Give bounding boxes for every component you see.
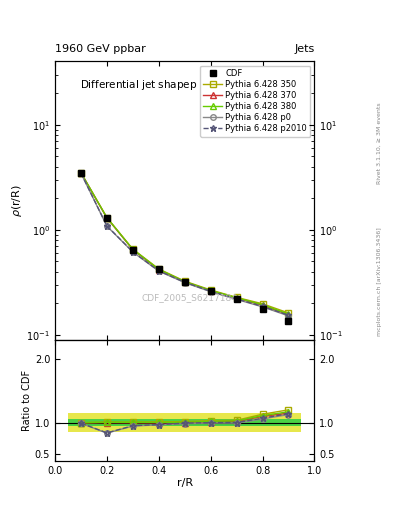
Pythia 6.428 350 [130,246,135,252]
Bar [68,413,94,432]
Pythia 6.428 370 [208,288,213,294]
CDF [105,215,109,221]
Bar [94,413,120,432]
Bar [198,419,224,426]
Pythia 6.428 350 [260,301,265,307]
Pythia 6.428 370 [260,302,265,308]
Pythia 6.428 p0 [260,304,265,310]
Bar [146,413,172,432]
Text: Rivet 3.1.10, ≥ 3M events: Rivet 3.1.10, ≥ 3M events [377,102,382,184]
Text: 1960 GeV ppbar: 1960 GeV ppbar [55,44,146,54]
Pythia 6.428 350 [208,287,213,293]
CDF [286,318,291,324]
Pythia 6.428 350 [79,169,83,176]
Line: Pythia 6.428 350: Pythia 6.428 350 [78,170,291,316]
Pythia 6.428 p0 [182,280,187,286]
Bar [172,419,198,426]
Text: mcplots.cern.ch [arXiv:1306.3436]: mcplots.cern.ch [arXiv:1306.3436] [377,227,382,336]
Text: Differential jet shapep (112 < $p_T$ < 128): Differential jet shapep (112 < $p_T$ < 1… [80,78,290,92]
Pythia 6.428 p2010 [208,288,213,294]
Bar [120,413,146,432]
Pythia 6.428 380 [79,169,83,176]
Bar [120,419,146,426]
Bar [94,419,120,426]
CDF [182,279,187,285]
Bar [198,413,224,432]
Pythia 6.428 380 [260,302,265,308]
Y-axis label: $\rho$(r/R): $\rho$(r/R) [9,184,24,217]
Pythia 6.428 350 [156,266,161,272]
Bar [172,413,198,432]
Line: Pythia 6.428 380: Pythia 6.428 380 [78,170,291,317]
Pythia 6.428 p0 [234,296,239,303]
Line: CDF: CDF [77,169,292,325]
Line: Pythia 6.428 p0: Pythia 6.428 p0 [78,170,291,318]
CDF [208,288,213,294]
Pythia 6.428 370 [286,312,291,318]
CDF [79,169,83,176]
Pythia 6.428 380 [130,246,135,252]
Pythia 6.428 380 [286,311,291,317]
Pythia 6.428 380 [208,287,213,293]
Pythia 6.428 p0 [105,223,109,229]
Pythia 6.428 p2010 [260,303,265,309]
Bar [250,419,275,426]
Pythia 6.428 350 [105,215,109,221]
Bar [224,413,250,432]
Pythia 6.428 370 [105,215,109,221]
Bar [68,419,94,426]
Pythia 6.428 p2010 [286,312,291,318]
Bar [146,419,172,426]
Legend: CDF, Pythia 6.428 350, Pythia 6.428 370, Pythia 6.428 380, Pythia 6.428 p0, Pyth: CDF, Pythia 6.428 350, Pythia 6.428 370,… [200,66,310,137]
Bar [250,413,275,432]
Pythia 6.428 370 [234,295,239,301]
Text: Jets: Jets [294,44,314,54]
Bar [275,419,301,426]
Pythia 6.428 p0 [79,170,83,176]
Pythia 6.428 370 [182,279,187,285]
Pythia 6.428 380 [156,266,161,272]
Pythia 6.428 350 [234,294,239,301]
CDF [156,266,161,272]
Pythia 6.428 p2010 [105,223,109,229]
Pythia 6.428 350 [182,278,187,284]
Pythia 6.428 350 [286,310,291,316]
Pythia 6.428 370 [156,267,161,273]
Pythia 6.428 p0 [130,249,135,255]
Bar [224,419,250,426]
Pythia 6.428 p2010 [130,249,135,255]
Pythia 6.428 380 [182,279,187,285]
CDF [260,306,265,312]
Line: Pythia 6.428 370: Pythia 6.428 370 [78,170,291,318]
CDF [234,296,239,302]
Bar [275,413,301,432]
Pythia 6.428 p2010 [234,296,239,302]
Pythia 6.428 p0 [208,289,213,295]
Pythia 6.428 p2010 [79,170,83,176]
Pythia 6.428 370 [79,170,83,176]
Pythia 6.428 p0 [156,268,161,274]
Pythia 6.428 p2010 [182,279,187,285]
Line: Pythia 6.428 p2010: Pythia 6.428 p2010 [77,169,292,319]
Pythia 6.428 p0 [286,313,291,319]
Pythia 6.428 370 [130,247,135,253]
CDF [130,246,135,252]
Pythia 6.428 p2010 [156,268,161,274]
X-axis label: r/R: r/R [176,478,193,488]
Pythia 6.428 380 [234,295,239,301]
Y-axis label: Ratio to CDF: Ratio to CDF [22,370,32,431]
Text: CDF_2005_S6217184: CDF_2005_S6217184 [142,293,238,303]
Pythia 6.428 380 [105,215,109,221]
